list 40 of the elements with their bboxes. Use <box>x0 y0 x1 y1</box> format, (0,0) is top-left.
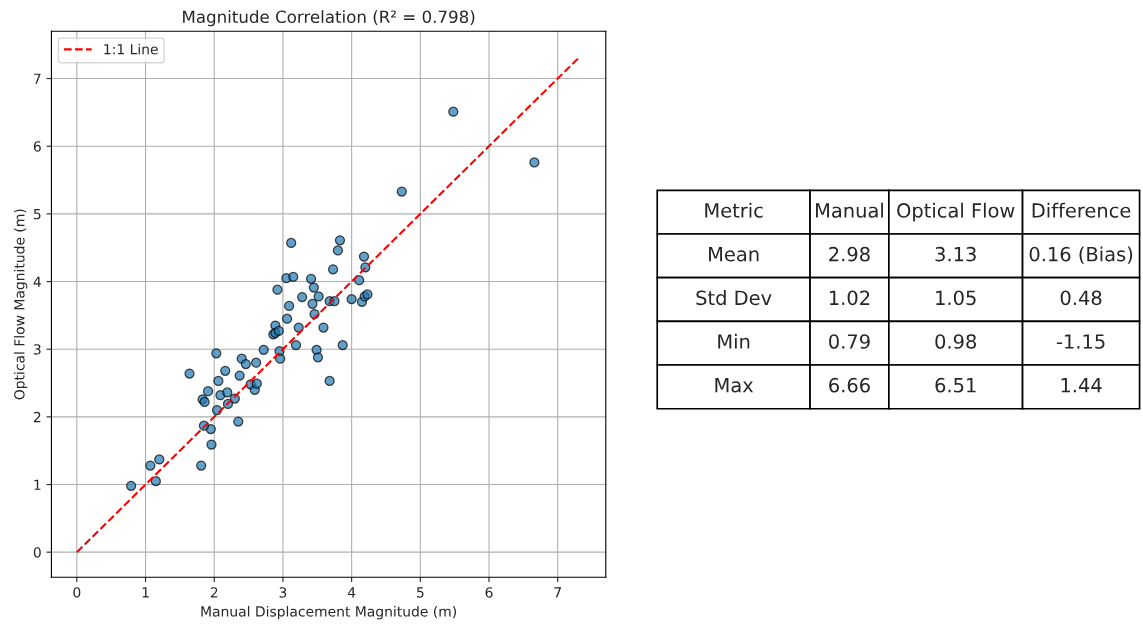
text: 3.13 <box>935 246 976 262</box>
text: 6.51 <box>935 377 976 393</box>
x-tick-label: 7 <box>554 587 561 598</box>
y-axis-title: Optical Flow Magnitude (m) <box>13 209 28 400</box>
text: 1.44 <box>1061 378 1102 393</box>
y-tick-label: 2 <box>33 411 41 423</box>
category-label: Manual <box>816 202 883 218</box>
x-tick-label: 2 <box>210 587 218 598</box>
text: 0.48 <box>1060 290 1102 306</box>
y-tick-label: 5 <box>33 209 41 220</box>
category-label: Difference <box>1032 202 1131 218</box>
chart-title: Magnitude Correlation (R² = 0.798) <box>183 10 475 27</box>
text: 0.79 <box>829 334 870 349</box>
y-tick-label: 0 <box>33 547 41 558</box>
category-label: Metric <box>705 202 763 218</box>
text: 0.16 (Bias) <box>1029 246 1133 264</box>
text: Max <box>715 378 754 393</box>
category-label: Optical Flow <box>897 202 1015 222</box>
x-tick-label: 3 <box>279 587 287 598</box>
text: 1.05 <box>936 290 976 306</box>
y-tick-label: 1 <box>34 479 41 490</box>
legend-label: 1:1 Line <box>104 43 158 55</box>
text: 0.98 <box>935 334 977 349</box>
text: Min <box>718 333 750 349</box>
text: 2.98 <box>829 246 870 262</box>
x-tick-label: 1 <box>142 587 149 598</box>
y-tick-label: 6 <box>33 141 41 152</box>
y-tick-label: 3 <box>33 344 41 355</box>
text: 1.02 <box>829 290 870 306</box>
y-tick-label: 7 <box>34 73 41 84</box>
x-tick-label: 6 <box>485 587 493 598</box>
x-tick-label: 0 <box>73 587 81 598</box>
text: -1.15 <box>1056 334 1105 349</box>
text: Std Dev <box>696 290 772 306</box>
x-tick-label: 4 <box>347 587 356 598</box>
y-tick-label: 4 <box>33 276 41 287</box>
text: Mean <box>709 247 759 262</box>
text: 6.66 <box>829 377 870 393</box>
x-axis-title: Manual Displacement Magnitude (m) <box>201 605 456 620</box>
x-tick-label: 5 <box>416 587 424 598</box>
